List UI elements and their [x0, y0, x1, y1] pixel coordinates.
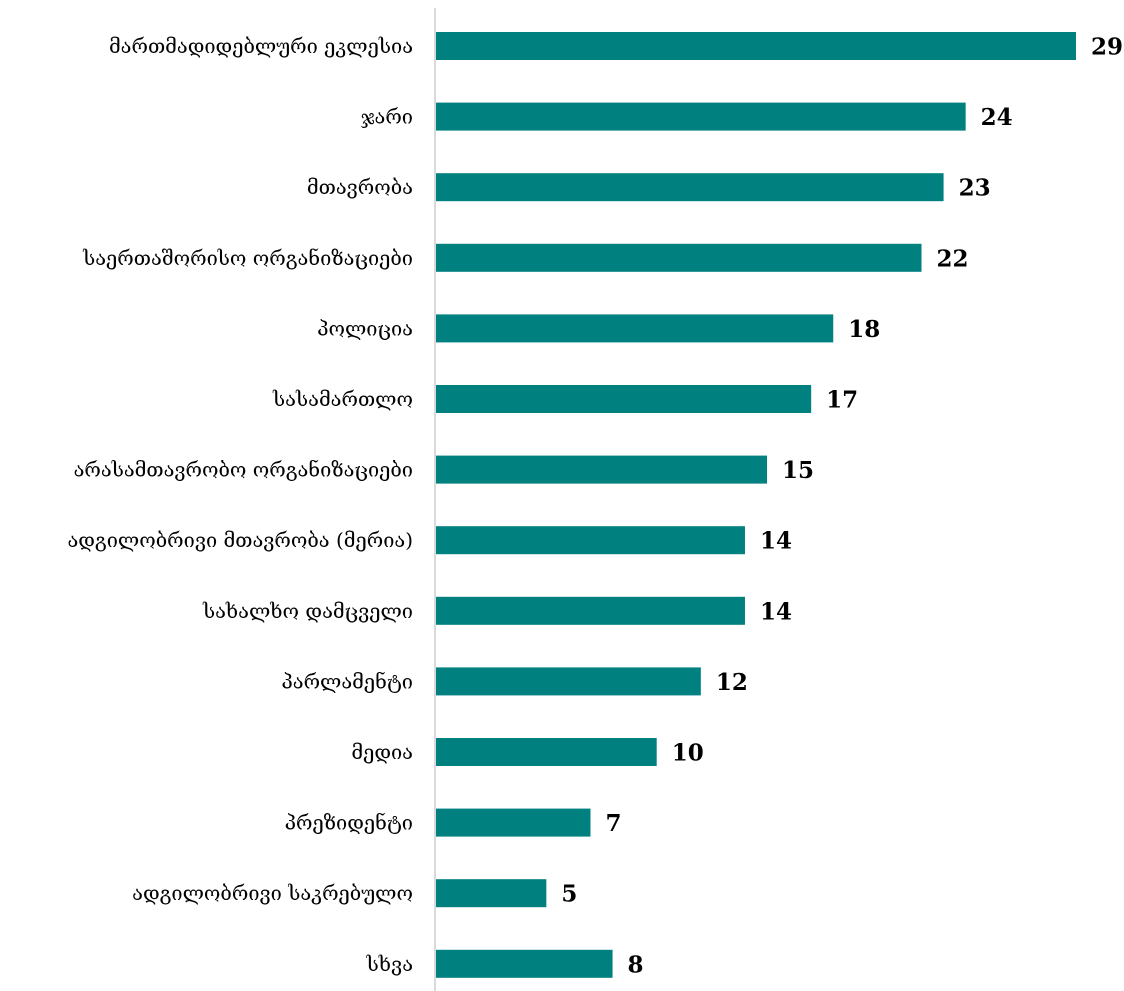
value-labels-group: 29 24 23 22 18 17 15 14 14 12 10 7 5 8 [561, 34, 1123, 979]
category-label-1: ჯარი [361, 105, 413, 129]
value-label-1: 24 [981, 104, 1013, 131]
category-label-6: არასამთავრობო ორგანიზაციები [74, 458, 413, 482]
value-label-3: 22 [937, 245, 969, 272]
category-label-2: მთავრობა [307, 175, 413, 199]
value-label-9: 12 [716, 669, 748, 696]
value-label-8: 14 [760, 598, 792, 625]
category-label-8: სახალხო დამცველი [202, 599, 413, 623]
bar-1 [436, 102, 966, 131]
value-label-0: 29 [1091, 34, 1123, 61]
value-label-4: 18 [848, 316, 880, 343]
bar-4 [436, 314, 834, 343]
bar-9 [436, 667, 701, 696]
bar-3 [436, 243, 922, 272]
value-label-7: 14 [760, 528, 792, 555]
category-label-11: პრეზიდენტი [285, 811, 413, 835]
category-label-10: მედია [351, 740, 413, 764]
bar-8 [436, 596, 745, 625]
category-label-9: პარლამენტი [281, 669, 413, 693]
bar-10 [436, 738, 657, 766]
value-label-6: 15 [782, 457, 814, 484]
category-label-4: პოლიცია [317, 316, 413, 340]
bar-13 [436, 949, 613, 978]
category-label-5: სასამართლო [272, 387, 413, 411]
value-label-12: 5 [561, 881, 577, 908]
value-label-2: 23 [959, 175, 991, 202]
value-label-13: 8 [628, 951, 644, 978]
value-label-5: 17 [826, 387, 858, 414]
category-label-0: მართმადიდებლური ეკლესია [109, 34, 413, 58]
category-label-7: ადგილობრივი მთავრობა (მერია) [67, 528, 413, 552]
bar-0 [436, 32, 1076, 60]
category-label-3: საერთაშორისო ორგანიზაციები [82, 246, 413, 270]
value-label-11: 7 [605, 810, 621, 837]
bars-group [436, 32, 1076, 978]
bar-2 [436, 173, 944, 202]
category-labels-group: მართმადიდებლური ეკლესია ჯარი მთავრობა საერთ… [67, 34, 413, 976]
bar-6 [436, 455, 768, 484]
value-label-10: 10 [672, 740, 704, 767]
bar-5 [436, 385, 812, 413]
bar-7 [436, 526, 745, 555]
category-label-13: სხვა [366, 952, 413, 976]
bar-12 [436, 879, 547, 908]
category-label-12: ადგილობრივი საკრებულო [132, 881, 413, 905]
bar-11 [436, 808, 591, 837]
